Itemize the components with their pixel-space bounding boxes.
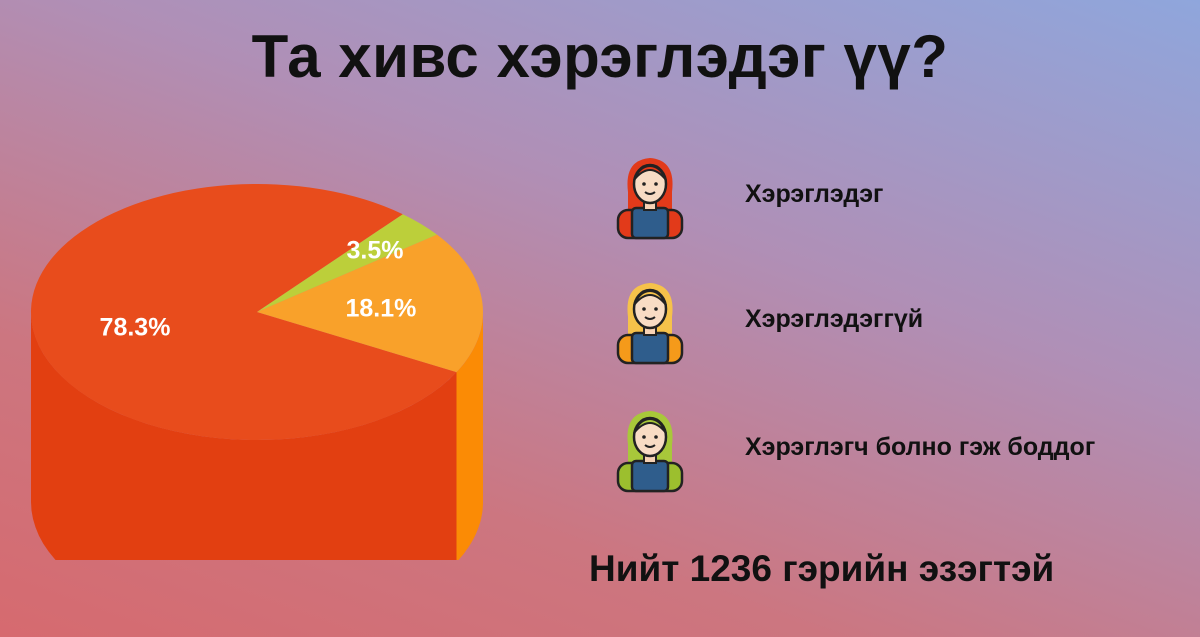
legend-item-3: Хэрэглэгч болно гэж боддог	[610, 405, 1180, 495]
woman-red-hair-icon	[616, 158, 684, 240]
woman-green-hair-icon	[616, 411, 684, 493]
pie-label-3: 3.5%	[347, 237, 404, 265]
pie-slice-2	[257, 234, 483, 373]
total-respondents: Нийт 1236 гэрийн эзэгтэй	[589, 548, 1055, 589]
pie-slice-3	[257, 214, 437, 312]
pie-slice-1	[30, 183, 457, 440]
legend-label: Хэрэглэгч болно гэж боддог	[745, 433, 1096, 461]
pie-label-2: 18.1%	[345, 294, 416, 322]
chart-title: Та хивс хэрэглэдэг үү?	[251, 23, 949, 90]
woman-blonde-hair-icon	[616, 283, 684, 365]
pie-tops	[30, 183, 483, 440]
pie-side-2	[456, 312, 483, 560]
pie-sides	[31, 312, 483, 560]
legend-item-1: Хэрэглэдэг	[610, 152, 1180, 242]
pie-chart: 78.3% 3.5% 18.1%	[30, 183, 483, 560]
legend-item-2: Хэрэглэдэггүй	[610, 277, 1180, 367]
pie-label-1: 78.3%	[100, 313, 171, 341]
pie-side-1	[31, 312, 457, 560]
legend-label: Хэрэглэдэг	[745, 180, 884, 208]
legend-label: Хэрэглэдэггүй	[745, 305, 924, 333]
pie-labels: 78.3% 3.5% 18.1%	[100, 237, 417, 342]
